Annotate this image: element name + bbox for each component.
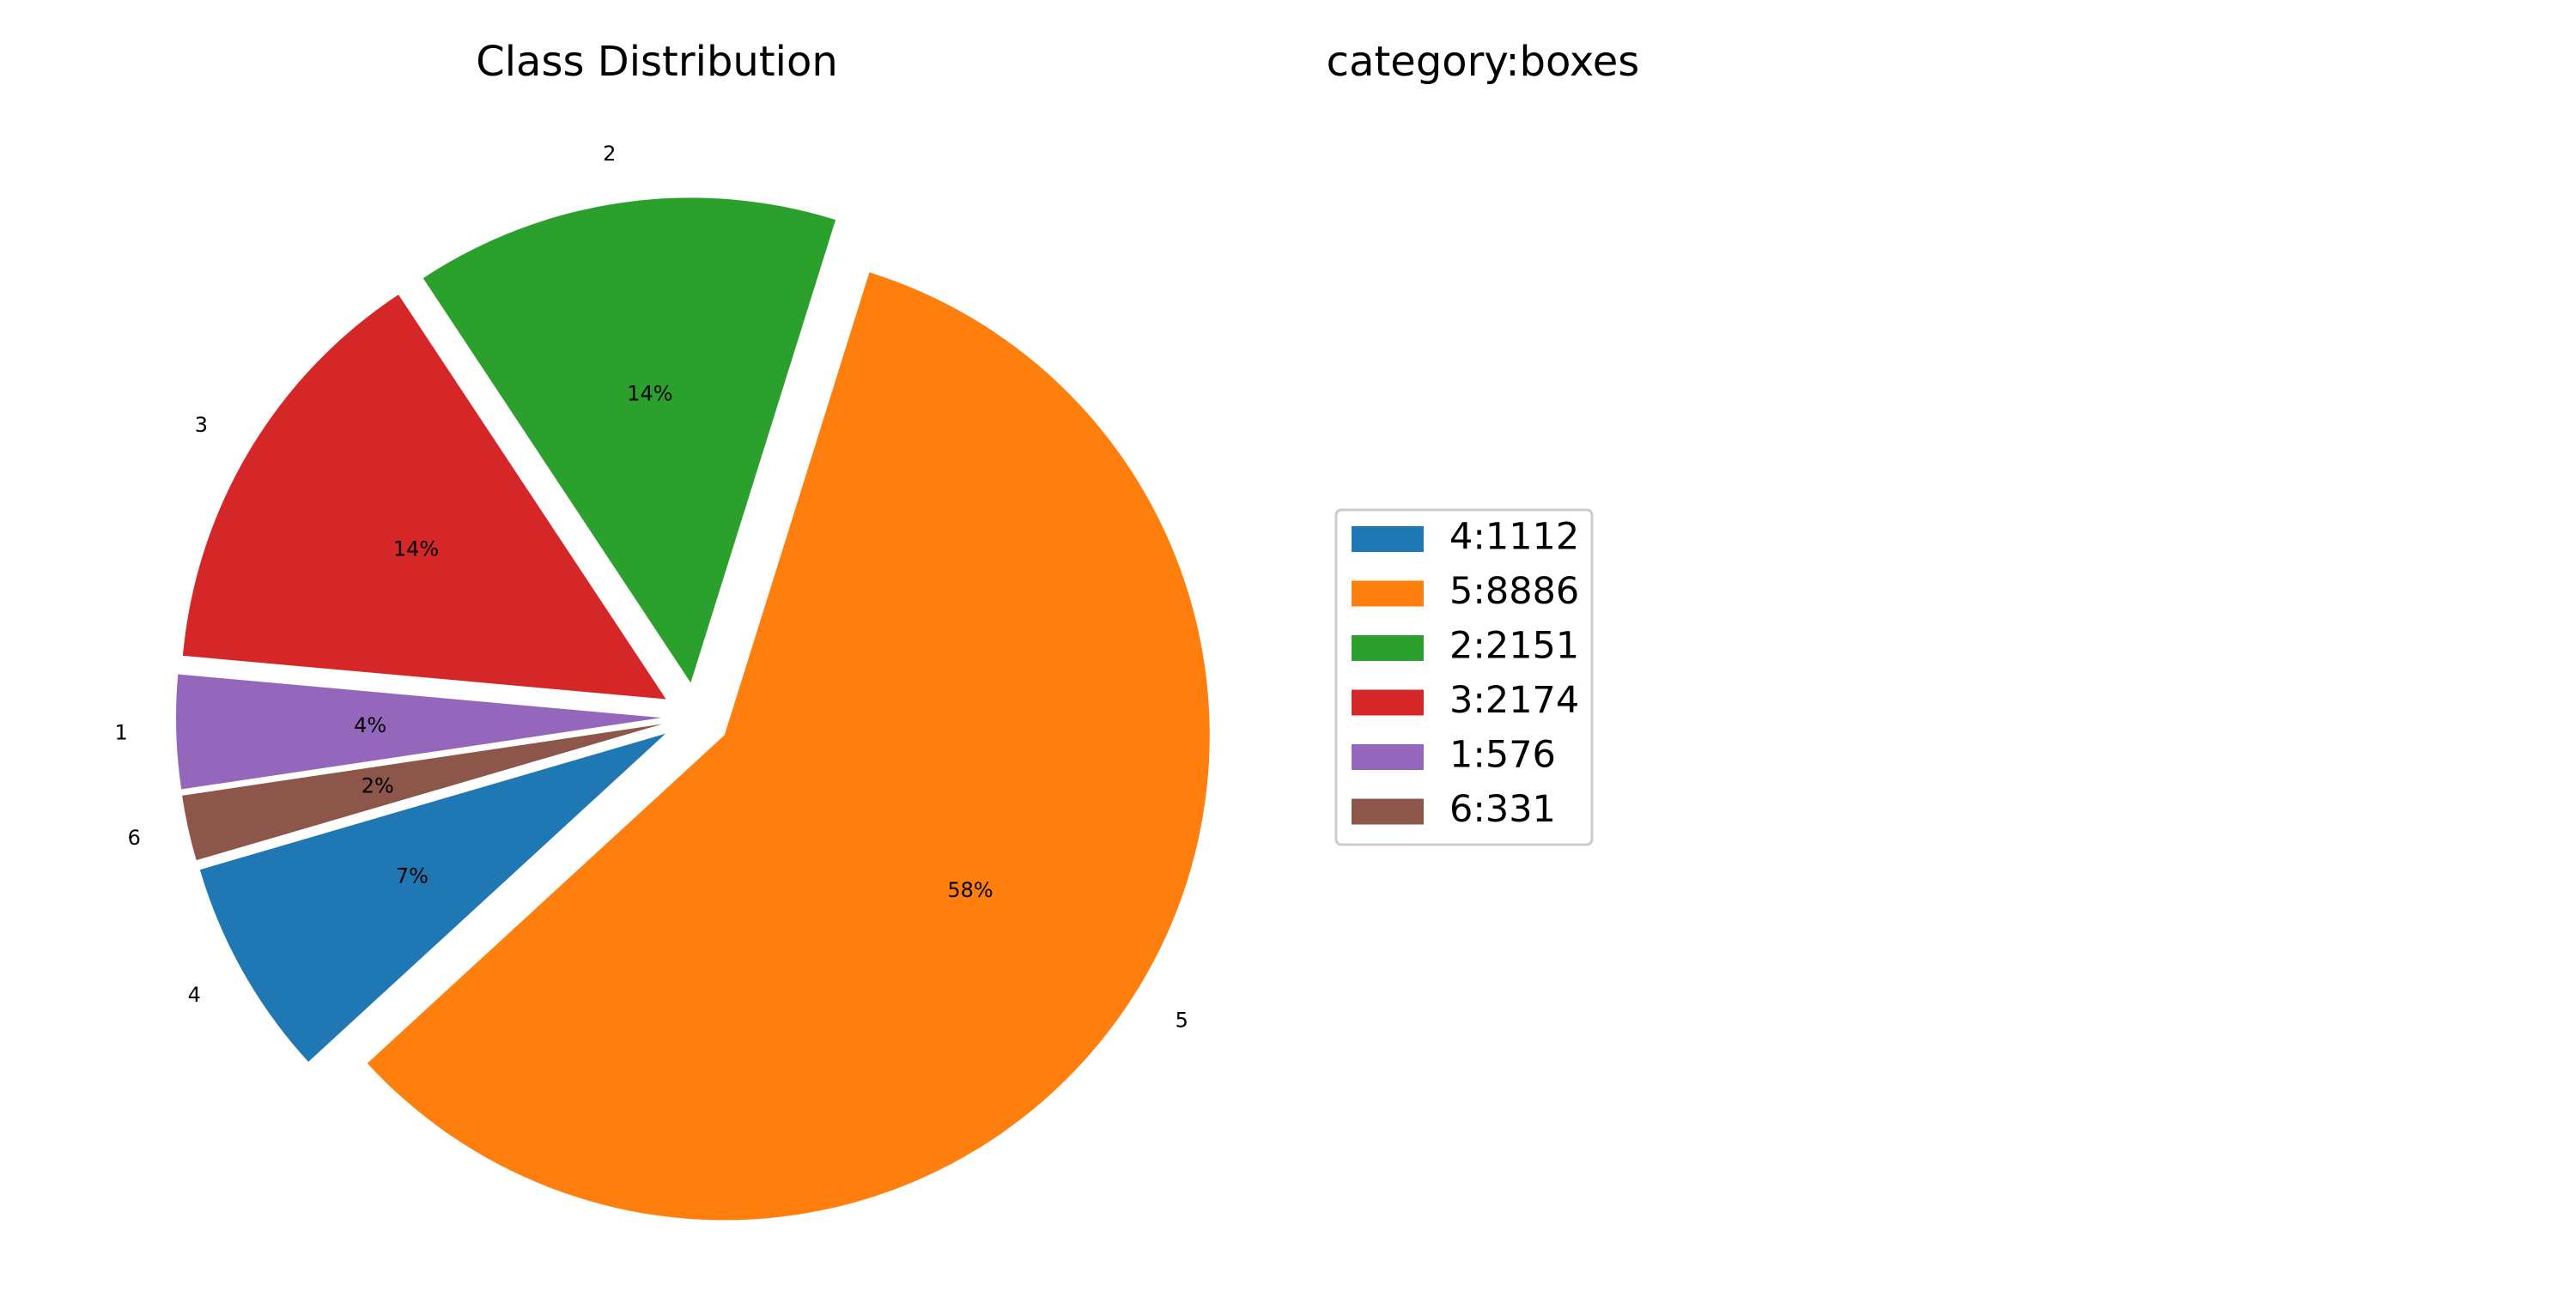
percent-label-1: 4% xyxy=(354,713,386,737)
percent-label-5: 58% xyxy=(947,878,993,902)
pie-slice-3 xyxy=(182,294,666,700)
pie-percent-labels: 7% 58% 14% 14% 4% 2% xyxy=(354,382,993,902)
pie-slice-5 xyxy=(367,272,1210,1221)
pie-slice-labels: 4 5 2 3 1 6 xyxy=(114,142,1188,1032)
chart-title: Class Distribution xyxy=(476,38,838,86)
pie-slice-1 xyxy=(176,674,662,790)
pie-slice-2 xyxy=(422,197,836,683)
slice-label-5: 5 xyxy=(1176,1008,1188,1032)
pie-slice-6 xyxy=(182,724,662,861)
legend-swatch-5 xyxy=(1352,580,1424,607)
chart-subtitle: category:boxes xyxy=(1327,38,1640,86)
percent-label-3: 14% xyxy=(393,537,439,561)
pie-slice-4 xyxy=(199,733,666,1062)
legend-label-2: 2:2151 xyxy=(1449,625,1579,668)
slice-label-3: 3 xyxy=(195,413,208,437)
pie-slices xyxy=(176,197,1210,1221)
legend-swatch-1 xyxy=(1352,744,1424,770)
legend: 4:1112 5:8886 2:2151 3:2174 1:576 6:331 xyxy=(1334,508,1594,846)
legend-label-3: 3:2174 xyxy=(1449,679,1579,722)
legend-swatch-6 xyxy=(1352,798,1424,825)
percent-label-4: 7% xyxy=(396,864,428,888)
legend-swatch-3 xyxy=(1352,689,1424,716)
legend-label-6: 6:331 xyxy=(1449,788,1556,831)
percent-label-6: 2% xyxy=(361,773,394,797)
legend-swatch-2 xyxy=(1352,635,1424,661)
slice-label-1: 1 xyxy=(114,720,127,744)
slice-label-2: 2 xyxy=(603,142,616,166)
slice-label-4: 4 xyxy=(188,983,201,1007)
legend-label-1: 1:576 xyxy=(1449,734,1556,777)
legend-label-4: 4:1112 xyxy=(1449,516,1579,559)
legend-swatch-4 xyxy=(1352,526,1424,552)
percent-label-2: 14% xyxy=(627,382,672,406)
slice-label-6: 6 xyxy=(128,826,141,850)
legend-label-5: 5:8886 xyxy=(1449,570,1579,613)
